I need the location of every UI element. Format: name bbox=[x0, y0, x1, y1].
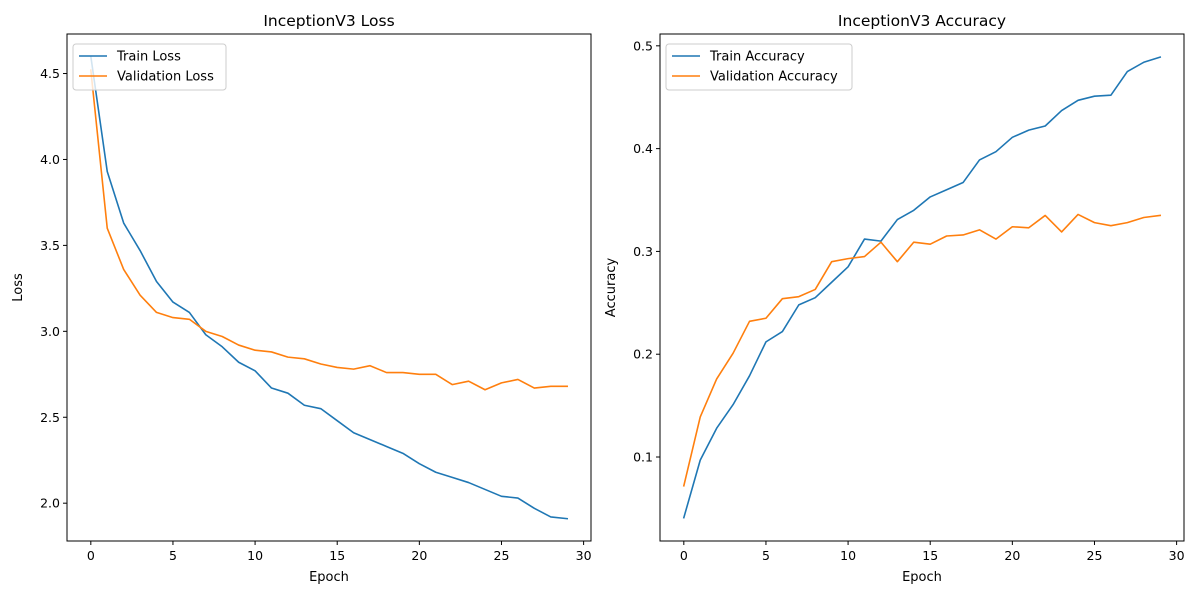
y-tick-label: 0.4 bbox=[633, 141, 653, 156]
legend: Train Loss Validation Loss bbox=[72, 43, 227, 91]
y-tick-label: 3.5 bbox=[40, 238, 60, 253]
y-tick-label: 4.0 bbox=[40, 152, 60, 167]
x-tick-label: 5 bbox=[169, 548, 177, 563]
y-tick-label: 2.0 bbox=[40, 496, 60, 511]
x-tick-label: 5 bbox=[762, 548, 770, 563]
axes-frame bbox=[66, 33, 592, 542]
y-axis-label: Loss bbox=[11, 273, 26, 302]
loss-chart: InceptionV3 Loss 0 5 10 15 20 25 30 2.0 2.5 3.0 3.5… bbox=[11, 12, 592, 585]
x-tick-label: 0 bbox=[87, 548, 95, 563]
legend-label: Validation Accuracy bbox=[710, 70, 838, 85]
series-line-train-loss bbox=[89, 55, 569, 520]
y-tick-label: 0.2 bbox=[633, 347, 653, 362]
x-tick-label: 30 bbox=[576, 548, 592, 563]
x-tick-label: 15 bbox=[922, 548, 938, 563]
y-tick-label: 0.5 bbox=[633, 38, 653, 53]
x-tick-label: 20 bbox=[411, 548, 427, 563]
x-tick-label: 25 bbox=[494, 548, 510, 563]
series-line-validation-loss bbox=[89, 69, 568, 391]
x-tick-label: 20 bbox=[1004, 548, 1020, 563]
x-tick-label: 10 bbox=[840, 548, 856, 563]
legend-box bbox=[665, 43, 853, 91]
y-tick-label: 2.5 bbox=[40, 410, 60, 425]
y-tick-label: 0.3 bbox=[633, 244, 653, 259]
legend-label: Train Accuracy bbox=[709, 50, 805, 65]
y-tick-label: 4.5 bbox=[40, 66, 60, 81]
x-tick-label: 0 bbox=[680, 548, 688, 563]
legend-label: Validation Loss bbox=[117, 70, 214, 85]
series-line-validation-accuracy bbox=[682, 213, 1162, 487]
legend-label: Train Loss bbox=[116, 50, 181, 65]
axes-frame bbox=[659, 33, 1185, 542]
legend: Train Accuracy Validation Accuracy bbox=[665, 43, 853, 91]
y-tick-label: 0.1 bbox=[633, 450, 653, 465]
accuracy-chart: InceptionV3 Accuracy 0 5 10 15 20 25 30 0.1 0.2 0.… bbox=[604, 12, 1185, 585]
y-axis-label: Accuracy bbox=[604, 258, 619, 318]
x-tick-label: 15 bbox=[329, 548, 345, 563]
x-tick-label: 10 bbox=[247, 548, 263, 563]
x-axis-label: Epoch bbox=[902, 570, 942, 585]
x-tick-label: 30 bbox=[1169, 548, 1185, 563]
x-tick-label: 25 bbox=[1087, 548, 1103, 563]
series-line-train-accuracy bbox=[682, 56, 1162, 519]
x-axis-label: Epoch bbox=[309, 570, 349, 585]
legend-box bbox=[72, 43, 227, 91]
chart-title: InceptionV3 Accuracy bbox=[838, 12, 1006, 30]
chart-title: InceptionV3 Loss bbox=[263, 12, 394, 30]
y-tick-label: 3.0 bbox=[40, 324, 60, 339]
